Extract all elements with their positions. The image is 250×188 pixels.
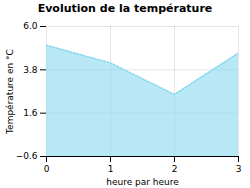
svg-text:1: 1 <box>108 164 114 174</box>
svg-text:3: 3 <box>236 164 242 174</box>
svg-text:1.6: 1.6 <box>23 108 38 118</box>
svg-text:heure par heure: heure par heure <box>106 177 179 187</box>
html-text:Evolution de la température: Evolution de la température <box>37 2 213 15</box>
svg-text:6.0: 6.0 <box>23 21 38 31</box>
svg-text:−0.6: −0.6 <box>16 151 38 161</box>
svg-text:2: 2 <box>172 164 178 174</box>
svg-text:0: 0 <box>44 164 50 174</box>
svg-text:3.8: 3.8 <box>23 65 38 75</box>
svg-text:Température en °C: Température en °C <box>5 49 15 135</box>
